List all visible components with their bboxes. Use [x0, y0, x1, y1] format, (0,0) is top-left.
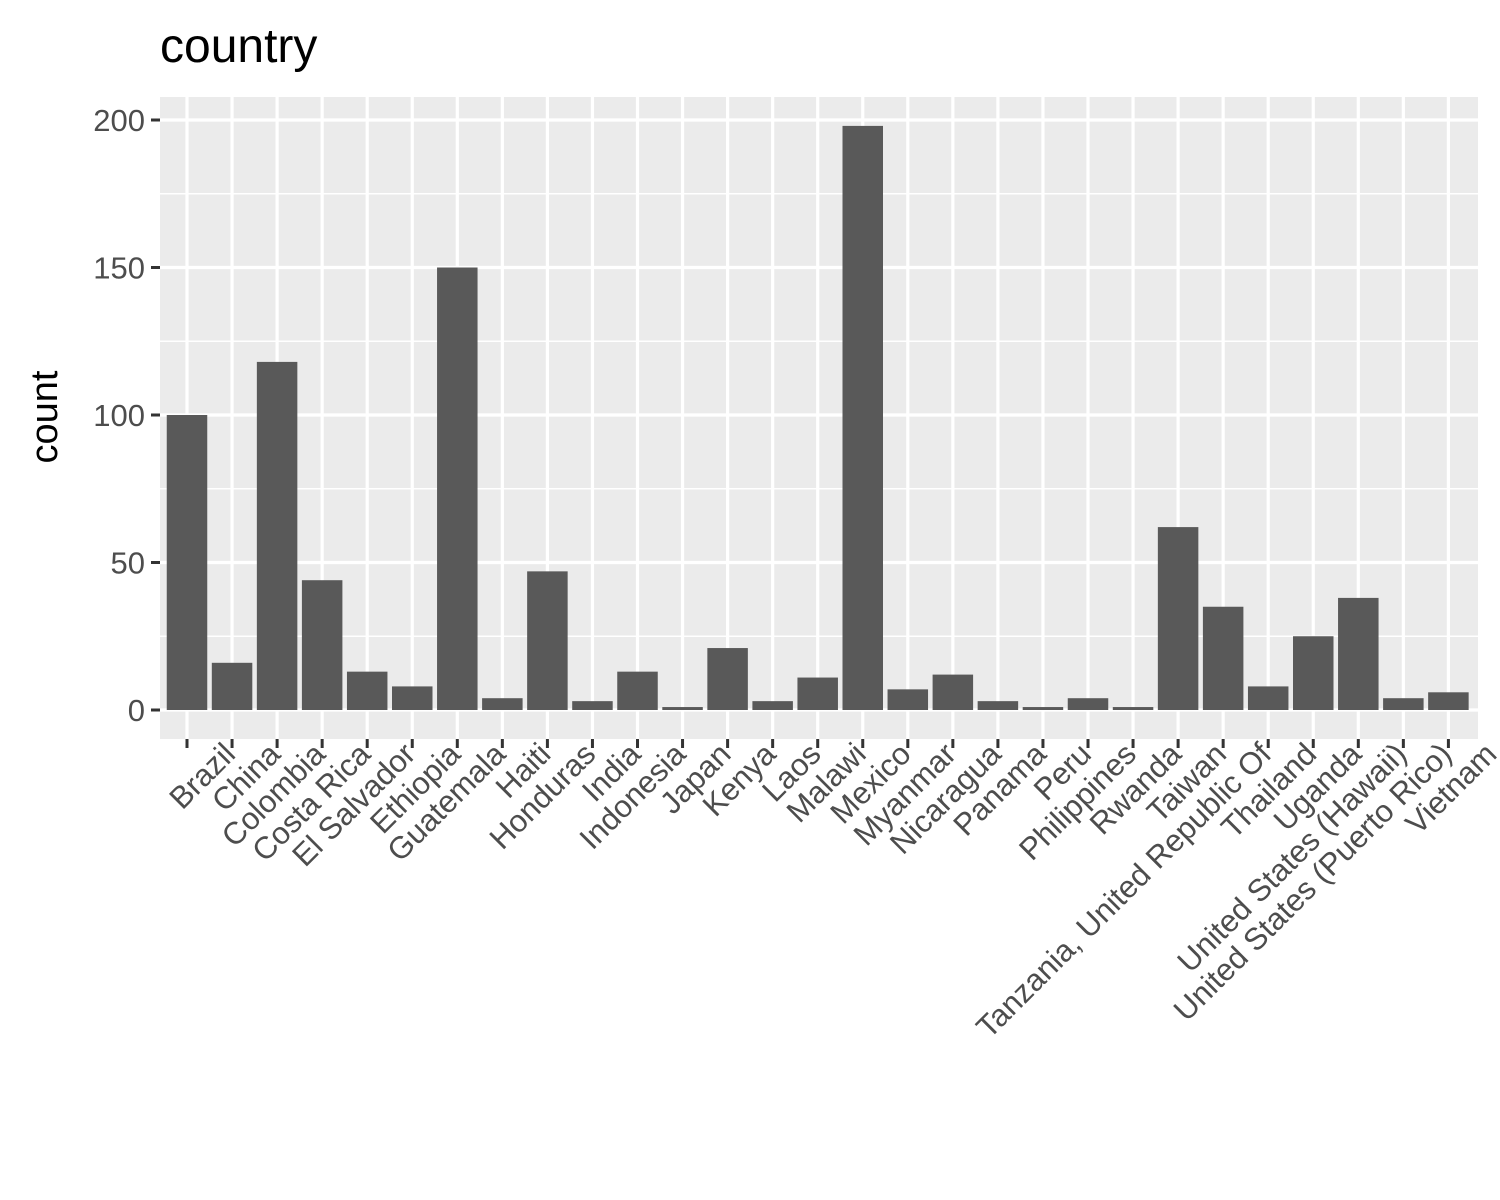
bar [256, 361, 298, 710]
y-tick-label: 200 [93, 103, 145, 138]
bar [1338, 597, 1379, 710]
bar [662, 707, 703, 710]
bar [797, 677, 838, 710]
y-axis-title: count [24, 370, 66, 463]
chart-title: country [160, 20, 317, 73]
bar [346, 671, 388, 710]
bar [1022, 707, 1064, 710]
bar [572, 701, 613, 710]
y-tick-label: 50 [111, 546, 145, 581]
bar [211, 662, 253, 710]
bar [977, 701, 1019, 710]
bar [527, 571, 568, 710]
y-axis: 0 50 100 150 200 [93, 103, 160, 728]
bar [1428, 692, 1469, 710]
y-tick-label: 0 [128, 693, 145, 728]
bar [842, 125, 883, 710]
bar [887, 689, 929, 710]
bar [1157, 527, 1199, 710]
bar [437, 267, 478, 710]
bars [166, 125, 1469, 710]
bar [1383, 698, 1424, 710]
y-tick-label: 100 [93, 398, 145, 433]
bar [1112, 707, 1154, 710]
bar [482, 698, 523, 710]
bar [392, 686, 433, 710]
bar [166, 415, 208, 710]
y-tick-label: 150 [93, 251, 145, 286]
bar [301, 580, 343, 710]
bar [617, 671, 658, 710]
bar [1293, 636, 1334, 710]
bar [707, 648, 748, 710]
bar [1202, 606, 1244, 710]
bar [1067, 698, 1109, 710]
bar [932, 674, 974, 710]
bar [1247, 686, 1289, 710]
bar [752, 701, 793, 710]
